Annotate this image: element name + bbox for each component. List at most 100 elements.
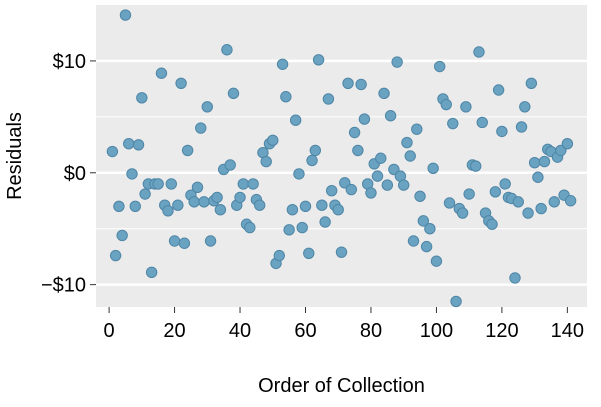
x-tick-label: 120 xyxy=(485,320,518,342)
data-point xyxy=(181,144,194,157)
data-point xyxy=(172,199,184,211)
data-point xyxy=(512,196,524,208)
data-point xyxy=(397,179,410,191)
data-point xyxy=(460,101,472,113)
data-point xyxy=(322,93,335,105)
data-point xyxy=(371,170,384,182)
data-point xyxy=(342,77,354,90)
data-point xyxy=(348,126,361,139)
data-point xyxy=(211,191,223,204)
data-point xyxy=(116,229,128,242)
data-point xyxy=(109,249,122,262)
data-point xyxy=(306,154,318,167)
data-point xyxy=(463,188,475,200)
data-point xyxy=(430,255,443,267)
data-point xyxy=(532,171,544,183)
data-point xyxy=(293,168,305,180)
data-point xyxy=(450,295,462,308)
data-point xyxy=(129,200,141,213)
data-point xyxy=(555,144,567,157)
data-point xyxy=(519,101,531,113)
y-tick-label: $0 xyxy=(64,163,86,185)
data-point xyxy=(106,145,119,158)
data-point xyxy=(538,155,551,168)
x-tick-label: 20 xyxy=(163,320,185,342)
data-point xyxy=(358,113,371,125)
data-point xyxy=(178,237,191,249)
data-point xyxy=(312,54,325,66)
data-point xyxy=(522,207,534,219)
data-point xyxy=(515,121,528,133)
x-tick-label: 140 xyxy=(551,320,584,342)
data-point xyxy=(489,186,502,198)
data-point xyxy=(401,136,413,149)
data-point xyxy=(381,179,394,191)
x-tick-label: 80 xyxy=(360,320,382,342)
data-point xyxy=(234,191,246,204)
data-point xyxy=(319,216,331,228)
gridlines xyxy=(96,59,587,286)
data-point xyxy=(191,181,204,194)
data-point xyxy=(244,221,256,234)
data-point xyxy=(535,202,547,215)
x-tick-label: 0 xyxy=(104,320,115,342)
data-point xyxy=(486,218,498,230)
x-axis: 0 20 40 60 80 100 120 140 xyxy=(104,307,584,342)
data-point xyxy=(470,160,482,172)
data-point xyxy=(175,77,187,90)
data-point xyxy=(476,116,488,129)
data-point xyxy=(548,196,560,208)
data-point xyxy=(126,168,138,180)
data-point xyxy=(407,235,420,247)
data-point xyxy=(247,178,259,190)
y-axis-title: Residuals xyxy=(4,112,26,200)
data-point xyxy=(384,110,397,122)
data-point xyxy=(204,235,217,247)
data-point xyxy=(113,200,125,213)
data-point xyxy=(492,84,505,96)
data-point xyxy=(561,138,574,150)
data-point xyxy=(388,163,400,176)
data-point xyxy=(260,155,272,168)
data-point xyxy=(267,134,279,147)
data-point xyxy=(237,178,250,190)
data-point xyxy=(411,123,423,135)
data-point xyxy=(355,78,367,91)
x-tick-label: 40 xyxy=(229,320,251,342)
data-point xyxy=(375,152,387,164)
data-point xyxy=(345,183,358,196)
x-tick-label: 100 xyxy=(420,320,453,342)
data-point xyxy=(227,87,240,100)
data-point xyxy=(214,203,227,216)
data-point xyxy=(201,101,213,113)
data-point xyxy=(528,157,541,169)
data-point xyxy=(119,9,132,21)
y-tick-label: −$10 xyxy=(41,275,86,297)
data-point xyxy=(414,190,426,202)
data-point xyxy=(309,144,322,157)
x-tick-label: 60 xyxy=(294,320,316,342)
plot-panel xyxy=(96,5,587,307)
data-point xyxy=(525,77,538,90)
data-point xyxy=(136,92,148,104)
data-point xyxy=(221,44,233,56)
data-point xyxy=(391,56,403,68)
data-point xyxy=(303,247,315,260)
data-point xyxy=(499,178,511,190)
data-point xyxy=(286,203,299,216)
data-point xyxy=(276,58,289,70)
y-axis: −$10 $0 $10 xyxy=(41,51,96,297)
data-point xyxy=(427,162,439,175)
data-point xyxy=(325,184,338,197)
data-point xyxy=(253,199,266,211)
y-tick-label: $10 xyxy=(53,51,86,73)
data-point xyxy=(224,159,236,171)
data-point xyxy=(316,199,328,211)
data-points xyxy=(106,9,577,308)
data-point xyxy=(152,178,164,190)
data-point xyxy=(456,207,469,219)
data-point xyxy=(352,144,364,157)
data-point xyxy=(165,178,177,190)
data-point xyxy=(132,139,145,151)
data-point xyxy=(283,224,295,236)
